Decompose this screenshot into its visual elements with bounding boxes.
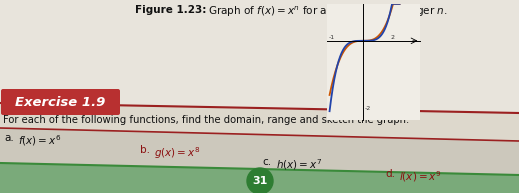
Text: $h(x)=x^7$: $h(x)=x^7$: [276, 157, 322, 172]
Text: b.: b.: [140, 145, 150, 155]
Text: For each of the following functions, find the domain, range and sketch the graph: For each of the following functions, fin…: [3, 115, 409, 125]
Text: 31: 31: [252, 176, 268, 186]
Polygon shape: [0, 0, 519, 113]
Text: 2: 2: [391, 35, 394, 40]
Text: $f(x)=x^6$: $f(x)=x^6$: [18, 133, 61, 148]
Text: Graph of $f(x) = x^n$ for a positive odd integer $n$.: Graph of $f(x) = x^n$ for a positive odd…: [205, 5, 447, 19]
Polygon shape: [0, 163, 519, 193]
FancyBboxPatch shape: [1, 89, 120, 115]
Circle shape: [247, 168, 273, 193]
Text: $g(x)=x^8$: $g(x)=x^8$: [154, 145, 200, 161]
Text: Exercise 1.9: Exercise 1.9: [15, 96, 105, 108]
Polygon shape: [0, 128, 519, 175]
Polygon shape: [0, 103, 519, 141]
Text: Figure 1.23:: Figure 1.23:: [135, 5, 207, 15]
Text: d.: d.: [385, 169, 395, 179]
Text: a.: a.: [4, 133, 13, 143]
Text: -1: -1: [328, 35, 334, 40]
Text: $l(x)=x^9$: $l(x)=x^9$: [399, 169, 442, 184]
Text: -2: -2: [364, 106, 371, 111]
Text: c.: c.: [262, 157, 271, 167]
